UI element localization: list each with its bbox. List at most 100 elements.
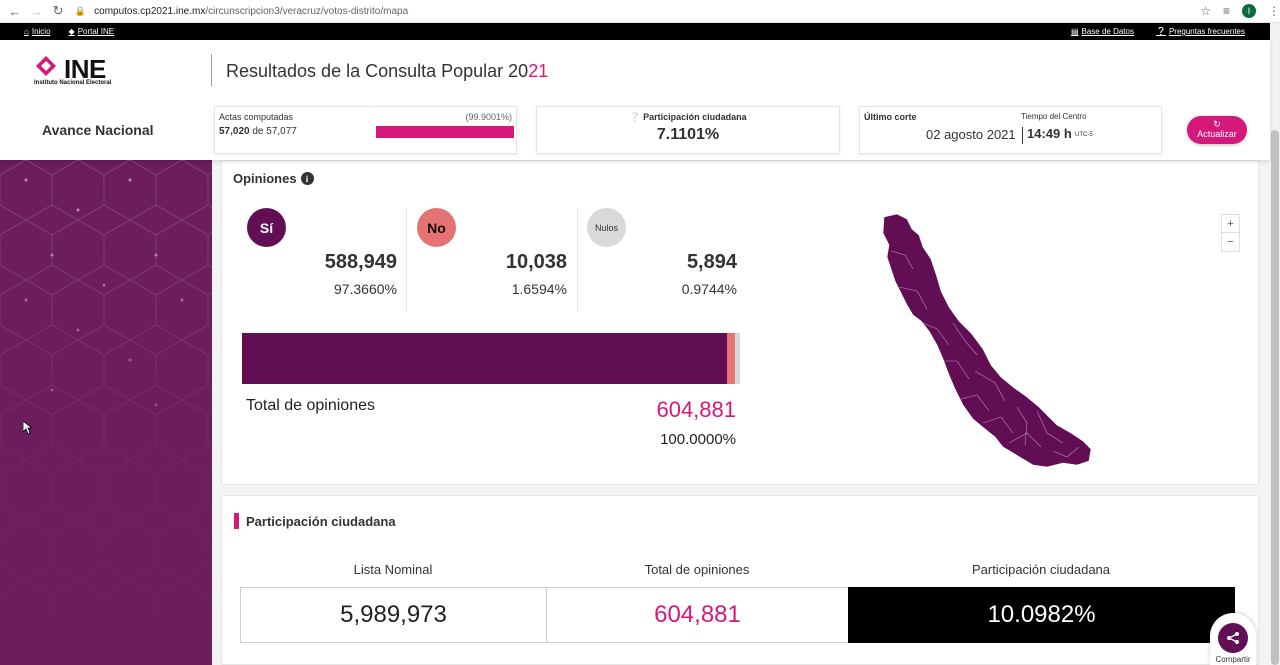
actas-progress-bar xyxy=(376,126,514,138)
nulos-badge: Nulos xyxy=(587,208,626,247)
question-icon: ❔ xyxy=(1155,27,1166,36)
lista-nominal-value: 5,989,973 xyxy=(240,587,547,643)
veracruz-map[interactable] xyxy=(877,211,1127,471)
actas-progress-fill xyxy=(376,126,514,138)
actas-of: de xyxy=(252,126,264,137)
option-si: Sí 588,949 97.3660% xyxy=(227,206,397,314)
actas-count: 57,020 de 57,077 xyxy=(219,126,297,137)
no-percent: 1.6594% xyxy=(511,281,567,297)
participacion-label: Participación ciudadana xyxy=(643,112,747,122)
actas-label: Actas computadas xyxy=(219,112,294,122)
nulos-count: 5,894 xyxy=(686,251,737,273)
participacion-card: ❔ Participación ciudadana 7.1101% xyxy=(536,106,840,154)
url-path: /circunscripcion3/veracruz/votos-distrit… xyxy=(205,5,409,17)
total-opiniones-value: 604,881 xyxy=(656,397,736,422)
bar-segment-s xyxy=(242,333,727,384)
menu-icon[interactable]: ⋮ xyxy=(1268,4,1280,18)
ine-logo[interactable]: INE Instituto Nacional Electoral xyxy=(34,54,142,88)
corte-label: Último corte xyxy=(864,112,917,122)
no-count: 10,038 xyxy=(505,251,567,273)
option-no: No 10,038 1.6594% xyxy=(397,206,567,314)
actas-percent: (99.9001%) xyxy=(465,112,512,122)
page-scrollbar[interactable] xyxy=(1270,23,1280,665)
logo-subtitle: Instituto Nacional Electoral xyxy=(34,80,112,86)
participacion-value: 7.1101% xyxy=(656,126,720,143)
title-highlight: 21 xyxy=(528,61,549,81)
address-bar[interactable]: 🔒 computos.cp2021.ine.mx /circunscripcio… xyxy=(75,2,1188,20)
participacion-panel: Participación ciudadana Lista Nominal To… xyxy=(221,495,1259,665)
compartir-button[interactable]: Compartir xyxy=(1210,613,1256,665)
home-icon: ⌂ xyxy=(24,27,29,36)
url-host: computos.cp2021.ine.mx xyxy=(94,5,206,17)
ine-diamond-icon xyxy=(36,56,56,76)
inicio-label: Inicio xyxy=(31,27,51,36)
logo-word: INE xyxy=(64,54,106,84)
total-opiniones-cell: 604,881 xyxy=(546,587,849,643)
si-percent: 97.3660% xyxy=(333,281,397,297)
portal-ine-link[interactable]: ◆ Portal INE xyxy=(69,27,115,36)
page-title: Resultados de la Consulta Popular 2021 xyxy=(226,61,548,82)
opiniones-title-text: Opiniones xyxy=(233,171,297,186)
page-header: INE Instituto Nacional Electoral Resulta… xyxy=(0,40,1270,160)
actas-computed: 57,020 xyxy=(219,126,250,137)
info-icon[interactable]: i xyxy=(300,172,314,185)
browser-toolbar: ← → ↻ 🔒 computos.cp2021.ine.mx /circunsc… xyxy=(0,0,1280,23)
corte-separator xyxy=(1022,127,1023,144)
header-divider xyxy=(211,54,212,86)
diamond-icon: ◆ xyxy=(68,27,75,36)
total-opiniones-header: Total de opiniones xyxy=(644,562,750,577)
participacion-value-cell: 10.0982% xyxy=(848,587,1235,643)
preguntas-link[interactable]: ❔ Preguntas frecuentes xyxy=(1156,27,1245,36)
participacion-panel-title: Participación ciudadana xyxy=(234,513,396,529)
question-circle-icon: ❔ xyxy=(629,112,641,122)
preguntas-label: Preguntas frecuentes xyxy=(1168,27,1245,36)
title-main: Resultados de la Consulta Popular 20 xyxy=(226,61,529,81)
lock-icon: 🔒 xyxy=(74,5,87,16)
participacion-label-row: ❔ Participación ciudadana xyxy=(537,112,839,123)
tiempo-label: Tiempo del Centro xyxy=(1021,112,1087,121)
corte-tz: UTC-5 xyxy=(1075,132,1093,138)
base-datos-link[interactable]: ▤ Base de Datos xyxy=(1071,27,1134,36)
no-badge: No xyxy=(417,208,456,247)
participacion-header: Participación ciudadana xyxy=(971,562,1111,577)
scrollbar-thumb[interactable] xyxy=(1271,130,1279,665)
actualizar-button[interactable]: ↻ Actualizar xyxy=(1187,116,1247,144)
forward-arrow-icon[interactable]: → xyxy=(29,3,43,19)
database-icon: ▤ xyxy=(1070,27,1079,36)
profile-avatar[interactable]: I xyxy=(1242,4,1257,18)
zoom-in-button[interactable]: + xyxy=(1222,215,1239,233)
hex-pattern xyxy=(0,160,212,665)
ultimo-corte-card: Último corte Tiempo del Centro 02 agosto… xyxy=(859,106,1162,154)
share-icon xyxy=(1218,623,1248,653)
opiniones-panel: Opiniones i Sí 588,949 97.3660% No 10,03… xyxy=(221,160,1259,485)
inicio-link[interactable]: ⌂ Inicio xyxy=(24,27,51,36)
sidebar-pattern xyxy=(0,160,212,665)
reload-icon[interactable]: ↻ xyxy=(52,3,64,18)
option-divider xyxy=(406,208,407,312)
refresh-icon: ↻ xyxy=(1213,119,1221,129)
compartir-label: Compartir xyxy=(1215,655,1251,664)
total-opiniones-label: Total de opiniones xyxy=(246,397,375,414)
avance-nacional-label[interactable]: Avance Nacional xyxy=(42,122,154,138)
base-datos-label: Base de Datos xyxy=(1081,27,1134,36)
option-divider xyxy=(577,208,578,312)
corte-date: 02 agosto 2021 xyxy=(926,127,1016,142)
participacion-panel-title-text: Participación ciudadana xyxy=(246,513,396,529)
actualizar-label: Actualizar xyxy=(1197,129,1237,139)
bar-segment-no xyxy=(726,333,736,384)
nulos-percent: 0.9744% xyxy=(681,281,737,297)
title-accent-bar xyxy=(234,513,239,529)
opiniones-title: Opiniones i xyxy=(233,171,314,186)
zoom-out-button[interactable]: − xyxy=(1227,236,1234,248)
map-zoom-control: + − xyxy=(1221,214,1240,252)
top-nav-bar: ⌂ Inicio ◆ Portal INE ▤ Base de Datos ❔ Preg… xyxy=(0,23,1270,40)
total-opiniones-percent: 100.0000% xyxy=(660,431,736,448)
lista-nominal-header: Lista Nominal xyxy=(353,562,433,577)
opiniones-stacked-bar xyxy=(242,333,740,384)
portal-label: Portal INE xyxy=(77,27,115,36)
star-icon[interactable]: ☆ xyxy=(1200,4,1211,18)
media-icon[interactable]: ≡ xyxy=(1223,4,1231,18)
back-arrow-icon[interactable]: ← xyxy=(8,3,22,19)
mouse-cursor-icon xyxy=(23,421,33,435)
option-nulos: Nulos 5,894 0.9744% xyxy=(567,206,737,314)
